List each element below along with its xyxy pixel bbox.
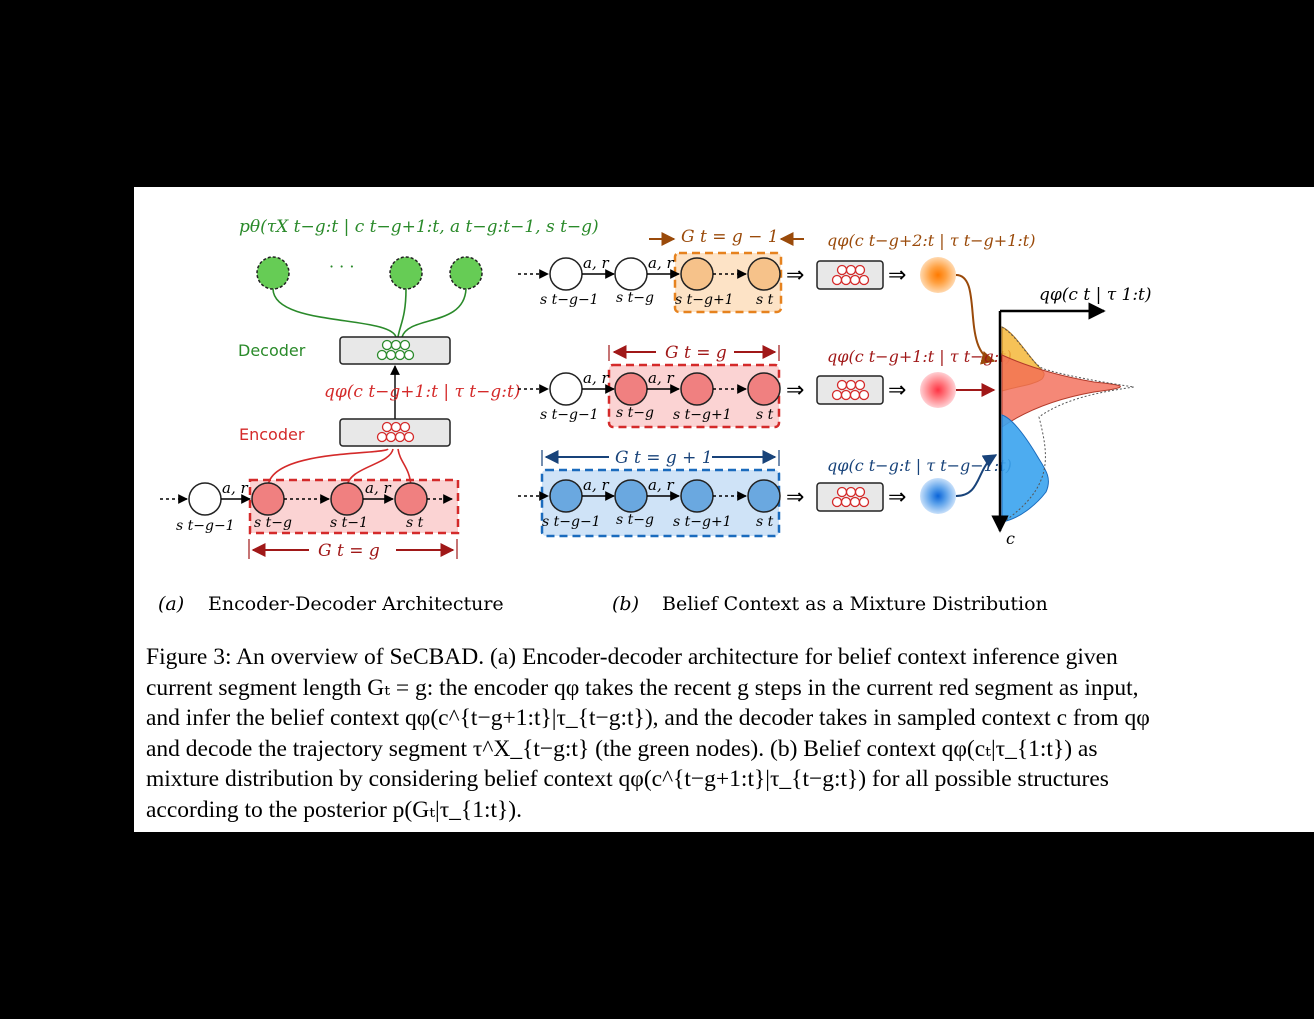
node-label: s t−1: [330, 515, 368, 531]
node-label: s t−g−1: [540, 292, 599, 308]
state-node: [188, 482, 222, 516]
node-label: s t: [756, 292, 774, 308]
decoder-label: Decoder: [238, 341, 306, 360]
encoder-network: [816, 260, 884, 290]
state-node: [549, 479, 583, 513]
mixture-link: [955, 454, 998, 497]
implies-arrow: ⇒: [888, 485, 906, 510]
encoder-network: [816, 482, 884, 512]
edge-label: a, r: [222, 479, 248, 497]
state-node: [614, 372, 648, 406]
structure-row-3: G t = g + 1 qφ(c t−g:t | τ t−g−1:t) a, r…: [518, 448, 1012, 538]
edge-label: a, r: [583, 476, 609, 494]
posterior-label: qφ(c t−g:t | τ t−g−1:t): [827, 456, 1012, 475]
subcaption-id: (a): [158, 593, 184, 615]
edge-label: a, r: [648, 254, 674, 272]
node-label: s t: [756, 514, 774, 530]
figure-panel: pθ(τX t−g:t | c t−g+1:t, a t−g:t−1, s t−…: [134, 187, 1314, 832]
posterior-label: qφ(c t−g+1:t | τ t−g:t): [827, 347, 1012, 366]
segment-label: G t = g: [665, 343, 727, 363]
subcaption-id: (b): [612, 593, 639, 615]
density-red: [1001, 354, 1121, 428]
decoder-link: [401, 288, 467, 338]
encoder-link: [267, 448, 389, 488]
state-node: [747, 479, 781, 513]
mixture-plot: qφ(c t | τ 1:t) c: [991, 285, 1152, 548]
panel-b: G t = g − 1 qφ(c t−g+2:t | τ t−g+1:t) a,…: [518, 227, 1152, 615]
node-label: s t−g: [254, 515, 292, 531]
ellipsis-dots: · · ·: [329, 257, 354, 276]
state-node: [680, 479, 714, 513]
implies-arrow: ⇒: [888, 378, 906, 403]
node-label: s t−g: [616, 405, 654, 421]
posterior-label: qφ(c t−g+1:t | τ t−g:t): [324, 382, 520, 402]
segment-label: G t = g + 1: [615, 448, 713, 468]
state-node: [251, 482, 285, 516]
node-label: s t−g−1: [176, 518, 235, 534]
state-node: [614, 479, 648, 513]
node-label: s t−g+1: [675, 292, 734, 308]
posterior-label: qφ(c t−g+2:t | τ t−g+1:t): [827, 231, 1035, 250]
decoder-link: [272, 288, 397, 338]
density-blue: [1001, 414, 1049, 523]
node-label: s t−g: [616, 512, 654, 528]
encoder-network: [339, 418, 451, 447]
mixture-link: [955, 274, 996, 365]
implies-arrow: ⇒: [888, 263, 906, 288]
node-label: s t−g+1: [673, 514, 732, 530]
edge-label: a, r: [365, 479, 391, 497]
decoder-network: [339, 336, 451, 365]
state-node: [747, 372, 781, 406]
implies-arrow: ⇒: [786, 263, 804, 288]
posterior-sample: [920, 478, 956, 514]
structure-row-2: G t = g qφ(c t−g+1:t | τ t−g:t) a, r a, …: [518, 343, 1012, 429]
edge-label: a, r: [583, 254, 609, 272]
axis-label: c: [1006, 529, 1015, 548]
subcaption-text: Encoder-Decoder Architecture: [208, 593, 504, 615]
decoded-node: [449, 256, 483, 290]
subcaption-text: Belief Context as a Mixture Distribution: [662, 593, 1048, 615]
posterior-sample: [920, 372, 956, 408]
figure-caption: Figure 3: An overview of SeCBAD. (a) Enc…: [146, 642, 1168, 825]
segment-label: G t = g − 1: [681, 227, 779, 247]
figure-diagram: pθ(τX t−g:t | c t−g+1:t, a t−g:t−1, s t−…: [158, 217, 1152, 615]
edge-label: a, r: [648, 476, 674, 494]
encoder-link: [346, 448, 394, 488]
state-node: [330, 482, 364, 516]
encoder-label: Encoder: [239, 425, 305, 444]
node-label: s t−g−1: [540, 407, 599, 423]
state-node: [394, 482, 428, 516]
likelihood-label: pθ(τX t−g:t | c t−g+1:t, a t−g:t−1, s t−…: [239, 217, 599, 237]
node-label: s t: [406, 515, 424, 531]
implies-arrow: ⇒: [786, 378, 804, 403]
state-node: [680, 257, 714, 291]
node-label: s t−g−1: [542, 514, 601, 530]
posterior-sample: [920, 257, 956, 293]
node-label: s t−g+1: [673, 407, 732, 423]
structure-row-1: G t = g − 1 qφ(c t−g+2:t | τ t−g+1:t) a,…: [518, 227, 1035, 365]
encoder-network: [816, 375, 884, 405]
caption-text: Figure 3: An overview of SeCBAD. (a) Enc…: [146, 644, 1156, 823]
implies-arrow: ⇒: [786, 485, 804, 510]
state-node: [680, 372, 714, 406]
segment-label: G t = g: [318, 541, 380, 561]
state-node: [747, 257, 781, 291]
edge-label: a, r: [648, 369, 674, 387]
state-node: [614, 257, 648, 291]
state-node: [549, 372, 583, 406]
density-mixture: [1001, 326, 1135, 524]
decoded-node: [256, 256, 290, 290]
node-label: s t−g: [616, 290, 654, 306]
decoded-node: [389, 256, 423, 290]
node-label: s t: [756, 407, 774, 423]
mixture-label: qφ(c t | τ 1:t): [1039, 285, 1152, 305]
decoded-nodes: · · ·: [256, 256, 483, 338]
panel-a: pθ(τX t−g:t | c t−g+1:t, a t−g:t−1, s t−…: [158, 217, 599, 615]
decoder-link: [397, 288, 407, 338]
state-node: [549, 257, 583, 291]
edge-label: a, r: [583, 369, 609, 387]
